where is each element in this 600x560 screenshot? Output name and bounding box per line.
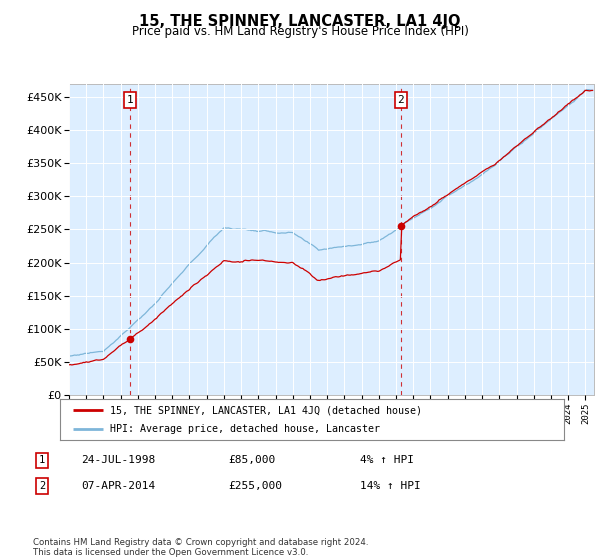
- Text: 15, THE SPINNEY, LANCASTER, LA1 4JQ: 15, THE SPINNEY, LANCASTER, LA1 4JQ: [139, 14, 461, 29]
- Text: 1: 1: [127, 95, 134, 105]
- Text: £85,000: £85,000: [228, 455, 275, 465]
- Text: 4% ↑ HPI: 4% ↑ HPI: [360, 455, 414, 465]
- Text: 2: 2: [39, 481, 45, 491]
- Text: 1: 1: [39, 455, 45, 465]
- Text: 2: 2: [397, 95, 404, 105]
- Text: Price paid vs. HM Land Registry's House Price Index (HPI): Price paid vs. HM Land Registry's House …: [131, 25, 469, 38]
- Text: £255,000: £255,000: [228, 481, 282, 491]
- Text: HPI: Average price, detached house, Lancaster: HPI: Average price, detached house, Lanc…: [110, 424, 380, 433]
- Text: 14% ↑ HPI: 14% ↑ HPI: [360, 481, 421, 491]
- Text: 24-JUL-1998: 24-JUL-1998: [81, 455, 155, 465]
- Text: Contains HM Land Registry data © Crown copyright and database right 2024.
This d: Contains HM Land Registry data © Crown c…: [33, 538, 368, 557]
- Text: 15, THE SPINNEY, LANCASTER, LA1 4JQ (detached house): 15, THE SPINNEY, LANCASTER, LA1 4JQ (det…: [110, 405, 422, 415]
- Text: 07-APR-2014: 07-APR-2014: [81, 481, 155, 491]
